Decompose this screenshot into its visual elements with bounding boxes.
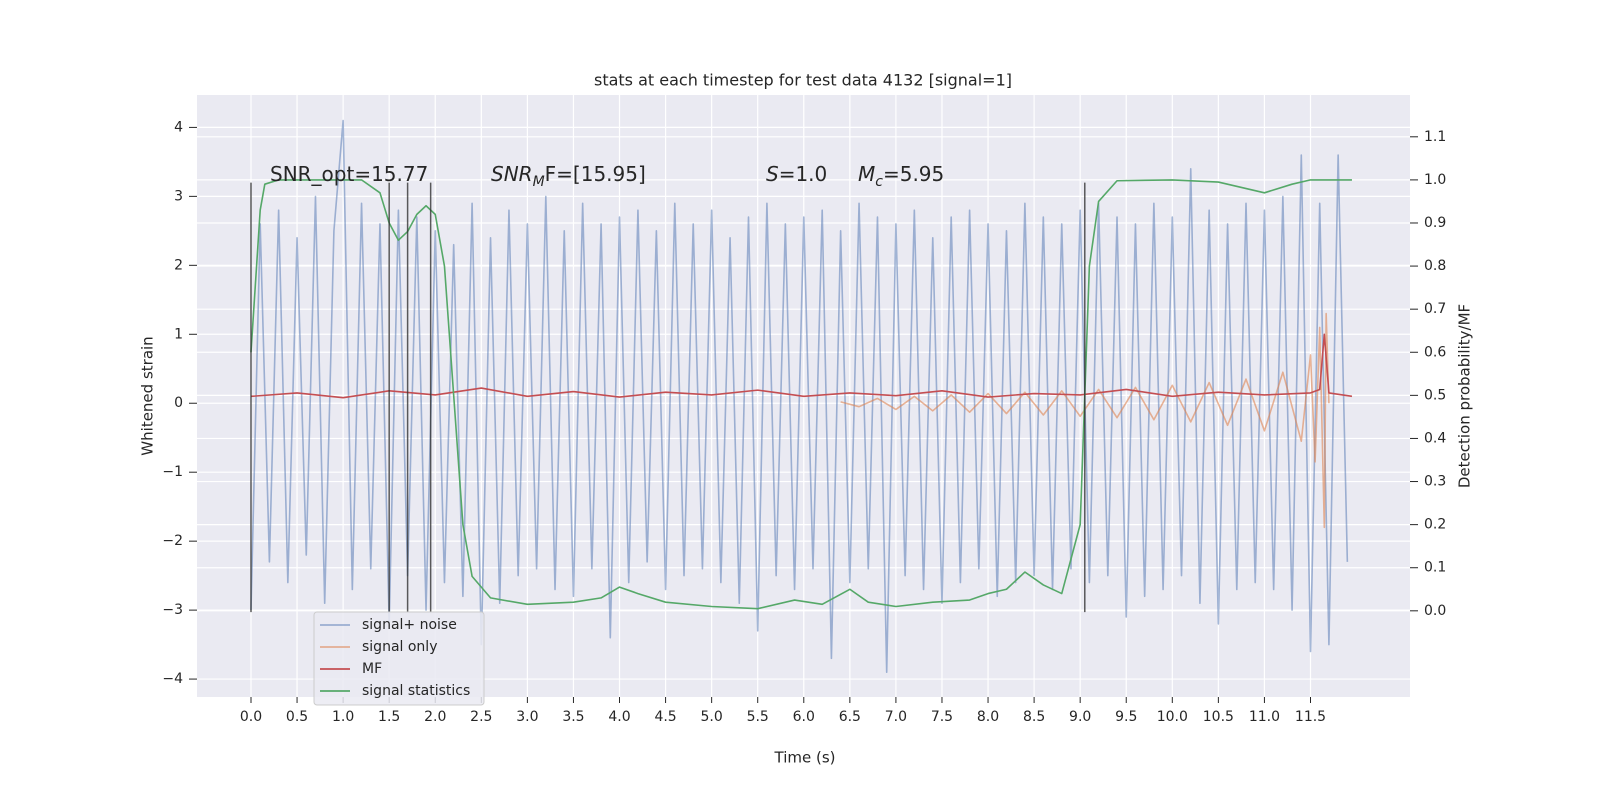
annotation-symbol: S [766,162,779,186]
x-tick-label: 2.0 [424,709,446,725]
annotation-symbol: SNR [491,162,533,186]
x-tick-label: 0.5 [286,709,308,725]
series-line [250,179,1352,610]
annotation-tail: =1.0 [779,162,828,186]
y2-tick-label: 0.5 [1424,387,1446,403]
annotation: SNR_opt=15.77 [270,162,428,186]
y2-tick-label: 0.4 [1424,430,1446,446]
x-tick-label: 6.5 [839,709,861,725]
series-line [250,119,1349,673]
x-axis-label: Time (s) [774,749,836,767]
legend-box [313,611,485,706]
annotations: SNR_opt=15.77 SNRMF=[15.95] S=1.0 Mc=5.95 [270,162,944,190]
y-tick-label: −3 [162,602,183,618]
x-tick-label: 8.0 [977,709,999,725]
x-tick-label: 11.5 [1295,709,1326,725]
y2-tick-label: 0.7 [1424,301,1446,317]
y-tick-label: −4 [162,671,183,687]
x-tick-label: 0.0 [240,709,262,725]
annotation-symbol: M [858,162,875,186]
y2-axis-label: Detection probability/MF [1456,304,1474,488]
y-tick-label: 0 [174,395,183,411]
axes: 0.0 0.5 1.0 1.5 2.0 2.5 3.0 3.5 4.0 4.5 5.0 5.5 6.0 6… [162,119,1446,725]
x-tick-label: 3.5 [562,709,584,725]
y-tick-label: −1 [162,464,183,480]
y2-tick-label: 0.9 [1424,215,1446,231]
x-tick-label: 5.5 [747,709,769,725]
y2-tick-label: 0.8 [1424,258,1446,274]
y2-tick-label: 1.1 [1424,129,1446,145]
annotation: SNRMF=[15.95] [491,162,646,190]
y2-tick-label: 0.6 [1424,344,1446,360]
x-tick-label: 9.5 [1115,709,1137,725]
x-tick-label: 7.0 [885,709,907,725]
y-tick-label: −2 [162,533,183,549]
y2-tick-label: 0.0 [1424,603,1446,619]
x-tick-label: 10.5 [1203,709,1234,725]
legend-label: signal statistics [362,683,470,699]
series-line [250,333,1353,399]
y2-tick-label: 0.1 [1424,560,1446,576]
x-tick-label: 10.0 [1157,709,1188,725]
y2-tick-label: 0.3 [1424,474,1446,490]
y-tick-label: 2 [174,257,183,273]
y-tick-label: 3 [174,188,183,204]
annotation: Mc=5.95 [858,162,944,190]
legend: signal+ noise signal only MF signal statist… [313,611,485,706]
x-tick-label: 3.0 [516,709,538,725]
legend-label: signal+ noise [362,617,457,633]
y-tick-label: 4 [174,119,183,135]
x-tick-label: 11.0 [1249,709,1280,725]
x-tick-label: 6.0 [793,709,815,725]
x-tick-label: 1.5 [378,709,400,725]
y-axis-label: Whitened strain [139,336,157,455]
annotation-subscript: c [875,174,883,190]
y-tick-label: 1 [174,326,183,342]
x-tick-label: 4.0 [608,709,630,725]
x-tick-label: 9.0 [1069,709,1091,725]
series-line [840,312,1330,529]
y2-tick-label: 1.0 [1424,172,1446,188]
x-tick-label: 8.5 [1023,709,1045,725]
legend-label: MF [362,661,382,677]
annotation-text: SNR_opt=15.77 [270,162,428,186]
legend-label: signal only [362,639,437,655]
x-tick-label: 4.5 [654,709,676,725]
y2-tick-label: 0.2 [1424,517,1446,533]
x-tick-label: 2.5 [470,709,492,725]
annotation-tail: F=[15.95] [545,162,646,186]
x-tick-label: 1.0 [332,709,354,725]
marks [250,119,1353,673]
chart-title: stats at each timestep for test data 413… [594,71,1012,90]
annotation: S=1.0 [766,162,827,186]
x-tick-label: 7.5 [931,709,953,725]
annotation-tail: =5.95 [883,162,944,186]
annotation-subscript: M [533,174,545,190]
x-tick-label: 5.0 [701,709,723,725]
